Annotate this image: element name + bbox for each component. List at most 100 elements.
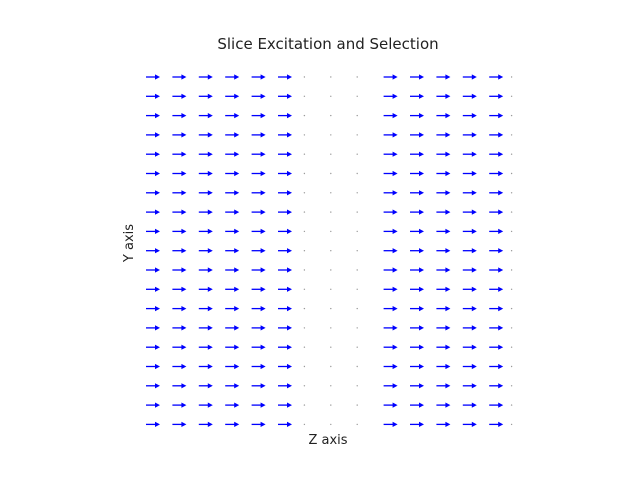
vector-arrow <box>146 267 160 273</box>
edge-dot <box>510 404 513 406</box>
vector-arrow <box>278 151 292 157</box>
vector-field <box>146 74 513 427</box>
zero-vector-dot <box>303 385 306 387</box>
vector-arrow <box>172 344 187 350</box>
zero-vector-dot <box>303 134 306 136</box>
zero-vector-dot <box>303 153 306 155</box>
zero-vector-dot <box>303 114 306 117</box>
vector-arrow <box>172 325 187 331</box>
vector-arrow <box>383 344 398 350</box>
vector-arrow <box>278 421 292 427</box>
zero-vector-dot <box>356 385 358 387</box>
zero-vector-dot <box>356 288 358 290</box>
vector-arrow <box>410 132 424 138</box>
x-axis-label: Z axis <box>308 433 347 448</box>
vector-arrow <box>225 421 240 427</box>
vector-arrow <box>251 267 266 273</box>
zero-vector-dot <box>330 404 332 406</box>
edge-dot <box>510 230 513 233</box>
vector-arrow <box>251 151 266 157</box>
vector-arrow <box>462 132 477 138</box>
y-axis-label: Y axis <box>122 224 137 263</box>
vector-arrow <box>172 74 187 80</box>
vector-arrow <box>462 248 477 254</box>
vector-arrow <box>278 402 292 408</box>
vector-arrow <box>198 170 213 177</box>
zero-vector-dot <box>303 211 306 213</box>
vector-arrow <box>462 402 477 408</box>
vector-arrow <box>146 151 160 157</box>
vector-arrow <box>410 113 424 119</box>
vector-arrow <box>172 248 187 254</box>
vector-arrow <box>489 228 504 234</box>
vector-arrow <box>198 151 213 157</box>
vector-arrow <box>278 74 292 80</box>
zero-vector-dot <box>356 134 358 136</box>
zero-vector-dot <box>356 95 358 98</box>
edge-dot <box>510 288 513 290</box>
zero-vector-dot <box>303 423 306 426</box>
vector-arrow <box>172 209 187 215</box>
vector-arrow <box>172 363 187 370</box>
vector-arrow <box>489 132 504 138</box>
vector-arrow <box>436 151 451 157</box>
edge-dot <box>510 346 513 348</box>
zero-vector-dot <box>356 76 358 78</box>
vector-arrow <box>436 383 451 389</box>
edge-dot <box>510 423 513 426</box>
vector-arrow <box>146 93 160 99</box>
vector-arrow <box>198 267 213 273</box>
zero-vector-dot <box>330 423 332 426</box>
edge-dot <box>510 153 513 155</box>
vector-arrow <box>489 421 504 427</box>
vector-arrow <box>410 402 424 408</box>
vector-arrow <box>251 74 266 80</box>
edge-dot <box>510 211 513 213</box>
vector-arrow <box>410 344 424 350</box>
vector-arrow <box>383 113 398 119</box>
vector-arrow <box>146 421 160 427</box>
vector-arrow <box>410 74 424 80</box>
zero-vector-dot <box>356 211 358 213</box>
edge-dot <box>510 327 513 329</box>
zero-vector-dot <box>303 269 306 271</box>
vector-arrow <box>225 74 240 80</box>
vector-arrow <box>436 209 451 215</box>
vector-arrow <box>251 306 266 312</box>
vector-arrow <box>225 248 240 254</box>
vector-arrow <box>146 113 160 119</box>
vector-arrow <box>251 93 266 99</box>
vector-arrow <box>410 228 424 234</box>
vector-arrow <box>489 74 504 80</box>
vector-arrow <box>146 286 160 292</box>
vector-arrow <box>489 151 504 157</box>
zero-vector-dot <box>330 153 332 155</box>
vector-arrow <box>278 170 292 177</box>
vector-arrow <box>278 267 292 273</box>
vector-arrow <box>436 325 451 331</box>
vector-arrow <box>251 402 266 408</box>
zero-vector-dot <box>330 134 332 136</box>
vector-arrow <box>225 267 240 273</box>
vector-arrow <box>198 74 213 80</box>
vector-arrow <box>251 421 266 427</box>
vector-arrow <box>489 248 504 254</box>
zero-vector-dot <box>303 95 306 98</box>
vector-arrow <box>225 209 240 215</box>
zero-vector-dot <box>356 192 358 194</box>
vector-arrow <box>278 325 292 331</box>
vector-arrow <box>489 93 504 99</box>
vector-arrow <box>251 325 266 331</box>
vector-arrow <box>278 363 292 370</box>
vector-arrow <box>436 344 451 350</box>
vector-arrow <box>198 113 213 119</box>
vector-arrow <box>383 190 398 196</box>
vector-arrow <box>489 363 504 370</box>
vector-arrow <box>489 383 504 389</box>
vector-arrow <box>489 113 504 119</box>
zero-vector-dot <box>303 346 306 348</box>
vector-arrow <box>462 228 477 234</box>
zero-vector-dot <box>303 365 306 368</box>
vector-arrow <box>146 344 160 350</box>
